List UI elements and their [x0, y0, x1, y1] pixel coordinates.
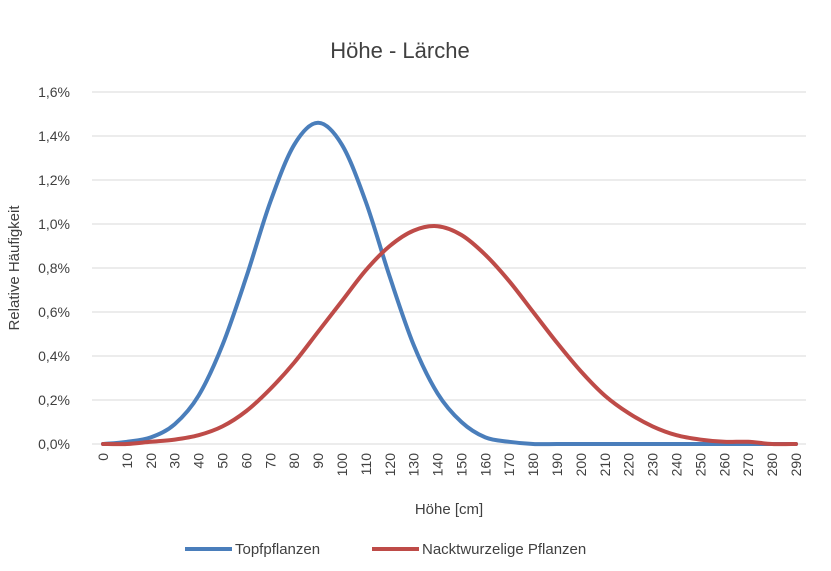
x-axis-tick-labels: 0 10 20 30 40 50 60 70 80 90 100 110 120 130 140 150 160…	[95, 453, 804, 477]
x-tick-label: 110	[358, 453, 374, 476]
x-tick-label: 150	[453, 453, 469, 477]
x-tick-label: 230	[645, 453, 661, 477]
x-axis-label: Höhe [cm]	[415, 501, 483, 518]
x-tick-label: 240	[669, 453, 685, 477]
x-tick-label: 60	[238, 453, 254, 469]
x-tick-label: 280	[764, 453, 780, 477]
x-tick-label: 250	[692, 453, 708, 477]
x-tick-label: 100	[334, 453, 350, 477]
data-series	[101, 120, 798, 447]
x-tick-label: 140	[430, 453, 446, 477]
x-tick-label: 50	[214, 453, 230, 469]
x-tick-label: 160	[477, 453, 493, 477]
y-tick-label: 0,0%	[38, 436, 70, 452]
series-line-1	[101, 120, 798, 447]
y-tick-label: 0,8%	[38, 260, 70, 276]
chart-title: Höhe - Lärche	[330, 38, 469, 63]
series-line-2	[101, 224, 798, 447]
x-tick-label: 190	[549, 453, 565, 477]
x-tick-label: 220	[621, 453, 637, 477]
x-tick-label: 170	[501, 453, 517, 477]
x-tick-label: 80	[286, 453, 302, 469]
x-tick-label: 210	[597, 453, 613, 477]
y-axis-label: Relative Häufigkeit	[6, 205, 23, 331]
y-axis-tick-labels: 0,0% 0,2% 0,4% 0,6% 0,8% 1,0% 1,2% 1,4% 1,6%	[38, 84, 70, 452]
x-tick-label: 130	[406, 453, 422, 477]
x-tick-label: 10	[119, 453, 135, 469]
x-tick-label: 260	[716, 453, 732, 477]
legend-label-1: Topfpflanzen	[235, 541, 320, 558]
legend: Topfpflanzen Nacktwurzelige Pflanzen	[185, 541, 586, 558]
x-tick-label: 90	[310, 453, 326, 469]
y-tick-label: 1,2%	[38, 172, 70, 188]
y-tick-label: 1,0%	[38, 216, 70, 232]
x-tick-label: 20	[143, 453, 159, 469]
x-tick-label: 30	[167, 453, 183, 469]
y-tick-label: 0,6%	[38, 304, 70, 320]
gridlines	[92, 91, 806, 401]
x-tick-label: 180	[525, 453, 541, 477]
y-tick-label: 0,2%	[38, 392, 70, 408]
y-tick-label: 1,4%	[38, 128, 70, 144]
x-tick-label: 270	[740, 453, 756, 477]
legend-label-2: Nacktwurzelige Pflanzen	[422, 541, 586, 558]
x-tick-label: 40	[191, 453, 207, 469]
y-tick-label: 0,4%	[38, 348, 70, 364]
x-tick-label: 290	[788, 453, 804, 477]
x-tick-label: 200	[573, 453, 589, 477]
y-tick-label: 1,6%	[38, 84, 70, 100]
x-tick-label: 0	[95, 453, 111, 461]
x-tick-label: 70	[262, 453, 278, 469]
x-tick-label: 120	[382, 453, 398, 477]
